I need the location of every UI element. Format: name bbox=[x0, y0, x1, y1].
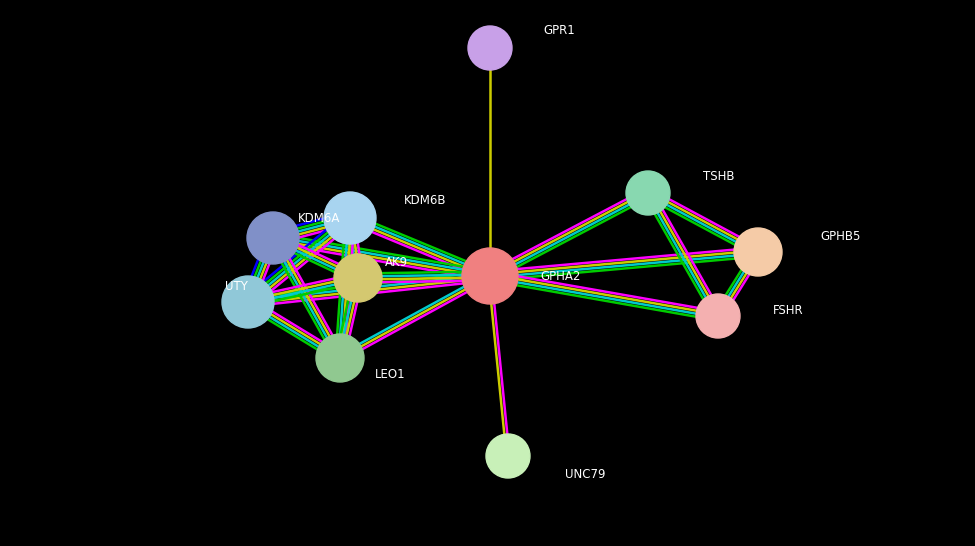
Circle shape bbox=[462, 248, 518, 304]
Circle shape bbox=[316, 334, 364, 382]
Text: KDM6A: KDM6A bbox=[298, 211, 340, 224]
Circle shape bbox=[468, 26, 512, 70]
Circle shape bbox=[222, 276, 274, 328]
Circle shape bbox=[734, 228, 782, 276]
Circle shape bbox=[486, 434, 530, 478]
Text: GPHA2: GPHA2 bbox=[540, 270, 580, 282]
Text: UTY: UTY bbox=[225, 281, 248, 294]
Circle shape bbox=[247, 212, 299, 264]
Text: AK9: AK9 bbox=[385, 256, 409, 269]
Text: LEO1: LEO1 bbox=[375, 369, 406, 382]
Text: KDM6B: KDM6B bbox=[404, 193, 447, 206]
Text: GPHB5: GPHB5 bbox=[820, 230, 860, 244]
Circle shape bbox=[334, 254, 382, 302]
Text: UNC79: UNC79 bbox=[565, 467, 605, 480]
Circle shape bbox=[696, 294, 740, 338]
Text: TSHB: TSHB bbox=[703, 170, 734, 183]
Text: FSHR: FSHR bbox=[773, 304, 803, 317]
Circle shape bbox=[324, 192, 376, 244]
Circle shape bbox=[626, 171, 670, 215]
Text: GPR1: GPR1 bbox=[543, 23, 574, 37]
